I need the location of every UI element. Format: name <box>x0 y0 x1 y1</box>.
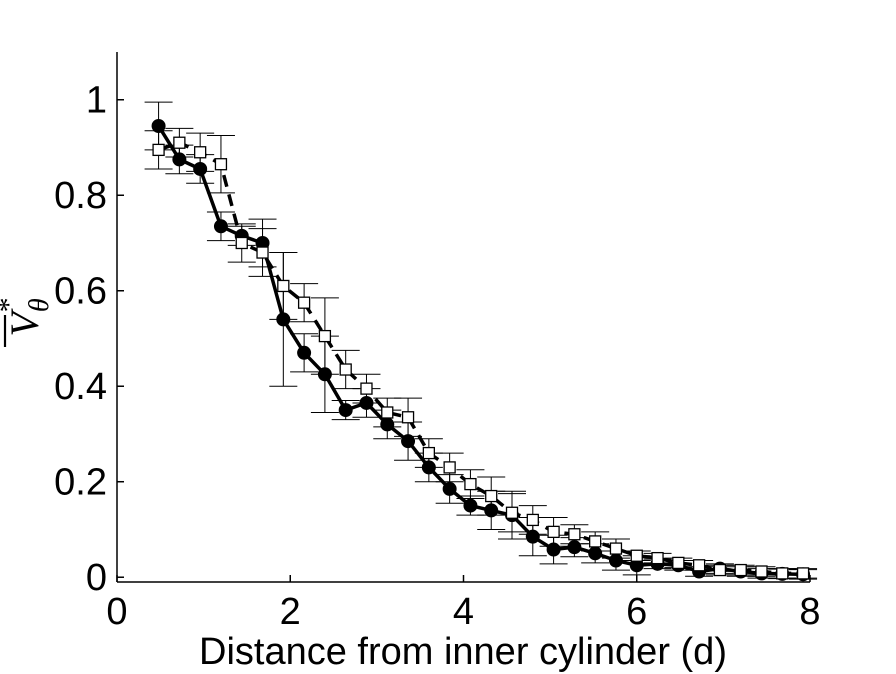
y-tick-label: 0.4 <box>54 366 107 408</box>
y-axis-label: Vθ* <box>0 297 55 347</box>
data-point <box>463 498 478 513</box>
data-point <box>672 556 685 570</box>
x-tick-label: 8 <box>799 591 820 633</box>
data-point <box>360 382 373 395</box>
y-tick-label: 0 <box>86 557 107 599</box>
data-point <box>713 563 727 577</box>
data-point <box>608 553 623 568</box>
y-tick-label: 0.8 <box>54 175 107 217</box>
data-point <box>318 329 332 343</box>
data-point <box>443 461 456 474</box>
data-point <box>589 535 602 548</box>
y-label-subscript: θ <box>24 298 55 312</box>
data-point <box>755 565 768 578</box>
data-point <box>173 136 186 149</box>
y-label-superscript: * <box>0 297 25 312</box>
series-lines <box>157 125 804 577</box>
data-point <box>359 395 374 410</box>
x-tick-label: 4 <box>453 591 474 633</box>
data-point <box>630 549 643 562</box>
y-label-base: V <box>2 308 47 337</box>
y-tick-label: 0.2 <box>54 462 107 504</box>
axes <box>116 52 811 583</box>
data-point <box>651 551 664 565</box>
data-point <box>464 477 477 491</box>
data-point <box>796 567 810 580</box>
data-point <box>776 567 789 580</box>
y-tick-label: 1 <box>86 80 107 122</box>
data-point <box>338 403 353 418</box>
data-point <box>525 529 540 544</box>
y-axis-label-text: Vθ* <box>0 297 55 336</box>
data-point <box>442 481 457 496</box>
data-point <box>194 146 207 159</box>
data-point <box>193 161 208 176</box>
data-point <box>213 219 228 234</box>
data-point <box>484 503 499 518</box>
data-point <box>546 542 561 557</box>
x-tick-label: 2 <box>280 591 301 633</box>
data-point <box>588 546 603 561</box>
data-point <box>277 279 290 293</box>
data-point <box>547 525 560 539</box>
data-point <box>609 542 623 555</box>
data-point <box>151 119 166 134</box>
data-point <box>567 540 582 555</box>
data-point <box>421 460 436 475</box>
data-point <box>692 559 706 572</box>
data-point <box>568 528 581 541</box>
data-point <box>152 143 165 157</box>
data-point <box>505 506 519 519</box>
series-line-2 <box>158 140 804 576</box>
x-tick-label: 0 <box>106 591 127 633</box>
data-point <box>485 489 498 503</box>
series-line-1 <box>157 125 804 577</box>
data-point <box>235 236 248 250</box>
data-point <box>172 152 187 167</box>
data-point <box>256 246 269 259</box>
data-point <box>214 158 228 171</box>
tick-labels: 0 2 4 6 8 0 0.2 0.4 0.6 0.8 1 <box>54 80 820 633</box>
data-point <box>422 446 436 460</box>
data-point <box>401 411 415 424</box>
data-point <box>380 417 395 432</box>
x-axis-label: Distance from inner cylinder (d) <box>199 631 727 673</box>
data-point <box>297 296 311 309</box>
data-point <box>339 363 352 376</box>
data-point <box>526 513 539 527</box>
x-tick-label: 6 <box>626 591 647 633</box>
data-point <box>297 345 312 360</box>
y-tick-label: 0.6 <box>54 271 107 313</box>
data-point <box>276 312 291 327</box>
series-markers <box>151 119 811 582</box>
data-point <box>381 406 394 419</box>
data-point <box>734 563 747 577</box>
data-point <box>317 367 332 382</box>
data-point <box>401 434 416 449</box>
